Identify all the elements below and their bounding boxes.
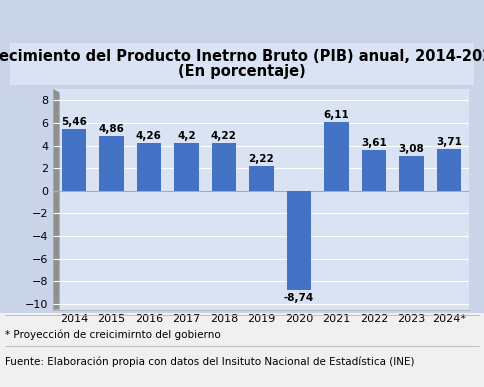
Text: 4,26: 4,26 bbox=[136, 130, 162, 140]
Text: 4,22: 4,22 bbox=[211, 131, 237, 141]
Text: 6,11: 6,11 bbox=[323, 110, 349, 120]
Text: 3,61: 3,61 bbox=[361, 138, 387, 148]
Bar bbox=[287, 191, 311, 290]
Text: (En porcentaje): (En porcentaje) bbox=[178, 64, 306, 79]
Bar bbox=[324, 122, 348, 191]
Bar bbox=[61, 129, 86, 191]
Text: * Proyección de creicimirnto del gobierno: * Proyección de creicimirnto del gobiern… bbox=[5, 329, 221, 340]
Bar bbox=[99, 136, 123, 191]
Bar bbox=[212, 143, 236, 191]
Text: 2,22: 2,22 bbox=[248, 154, 274, 164]
Bar bbox=[362, 150, 386, 191]
Text: 3,71: 3,71 bbox=[436, 137, 462, 147]
Text: 4,86: 4,86 bbox=[98, 124, 124, 134]
Text: Fuente: Elaboración propia con datos del Insituto Nacional de Estadística (INE): Fuente: Elaboración propia con datos del… bbox=[5, 356, 414, 367]
Text: Crecimiento del Producto Inetrno Bruto (PIB) anual, 2014-2023: Crecimiento del Producto Inetrno Bruto (… bbox=[0, 49, 484, 63]
Bar bbox=[437, 149, 461, 191]
Bar bbox=[399, 156, 424, 191]
Bar bbox=[174, 143, 198, 191]
Polygon shape bbox=[53, 89, 60, 310]
Text: 4,2: 4,2 bbox=[177, 131, 196, 141]
Text: -8,74: -8,74 bbox=[284, 293, 314, 303]
Bar bbox=[136, 143, 161, 191]
Text: 3,08: 3,08 bbox=[398, 144, 424, 154]
Bar bbox=[249, 166, 273, 191]
Text: 5,46: 5,46 bbox=[61, 117, 87, 127]
